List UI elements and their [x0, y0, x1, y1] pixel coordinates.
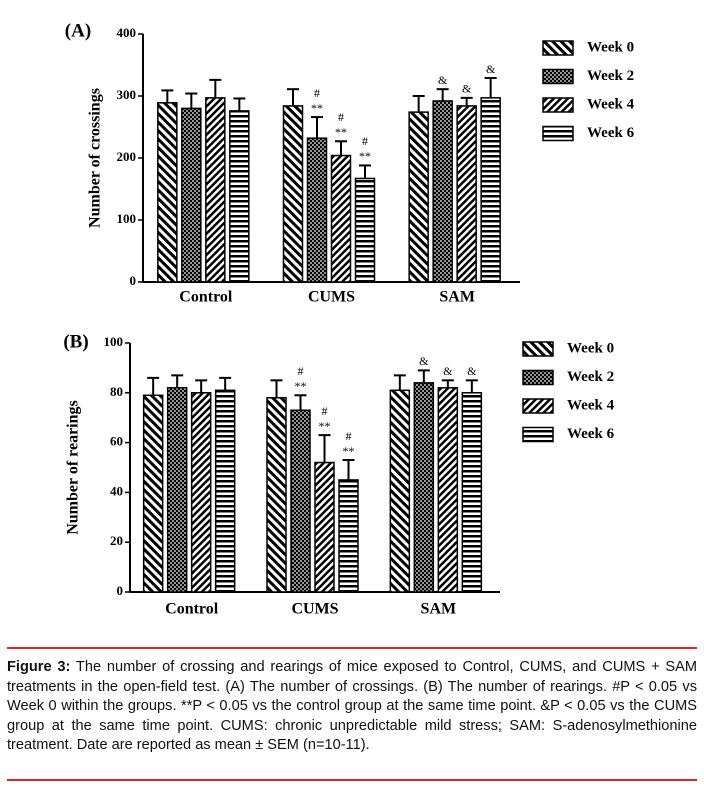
bar [205, 97, 226, 283]
annotation: # [322, 404, 328, 418]
legend-label: Week 6 [567, 426, 615, 442]
annotation: & [462, 82, 472, 96]
legend-label: Week 6 [587, 125, 635, 141]
legend-swatch [542, 40, 574, 56]
y-tick-label: 0 [117, 583, 124, 598]
legend-swatch [542, 97, 574, 113]
bar [330, 154, 352, 283]
y-tick-label: 40 [110, 483, 123, 498]
bar [229, 110, 250, 283]
y-tick-label: 100 [117, 211, 137, 226]
bar [408, 111, 429, 283]
bar [282, 105, 304, 283]
rule [7, 779, 697, 781]
annotation: # [338, 110, 344, 124]
legend-label: Week 4 [567, 397, 615, 413]
bar [389, 389, 411, 593]
bar [157, 102, 178, 283]
bar [290, 409, 311, 593]
bar [166, 387, 188, 593]
annotation: ** [319, 419, 331, 433]
annotation: & [467, 364, 477, 378]
x-tick-label: CUMS [291, 601, 338, 618]
annotation: ** [311, 101, 323, 115]
bar [456, 105, 477, 283]
annotation: ** [343, 444, 355, 458]
annotation: ** [359, 149, 371, 163]
y-tick-label: 80 [110, 384, 123, 399]
annotation: # [346, 429, 352, 443]
bar [480, 97, 501, 283]
annotation: # [314, 86, 320, 100]
annotation: ** [335, 125, 347, 139]
chart-title: (B) [63, 331, 88, 352]
x-tick-label: SAM [421, 601, 457, 618]
bar [432, 100, 453, 283]
bar [338, 479, 359, 593]
y-tick-label: 20 [110, 533, 123, 548]
legend-label: Week 2 [587, 68, 634, 84]
caption: Figure 3: The number of crossing and rea… [7, 658, 697, 756]
legend-label: Week 2 [567, 369, 614, 385]
bar [190, 392, 212, 593]
y-tick-label: 100 [104, 334, 124, 349]
bar [214, 389, 236, 593]
legend-swatch [542, 68, 574, 85]
caption-label: Figure 3: [7, 659, 71, 675]
bar [142, 394, 164, 593]
bar [437, 387, 459, 593]
x-tick-label: SAM [439, 289, 475, 306]
bar [461, 392, 483, 593]
y-tick-label: 300 [117, 87, 137, 102]
x-tick-label: Control [165, 601, 219, 618]
annotation: # [298, 364, 304, 378]
legend-label: Week 4 [587, 96, 635, 112]
bar [413, 382, 435, 593]
figure: (A)Number of crossings0100200300400Contr… [63, 20, 635, 618]
bar [266, 397, 287, 593]
annotation: & [486, 62, 496, 76]
annotation: & [438, 73, 448, 87]
y-tick-label: 60 [110, 434, 123, 449]
annotation: & [419, 354, 429, 368]
y-axis-label: Number of crossings [87, 88, 104, 228]
annotation: # [362, 134, 368, 148]
legend-swatch [522, 369, 554, 386]
legend-label: Week 0 [587, 39, 634, 55]
annotation: ** [295, 379, 307, 393]
legend-swatch [542, 125, 574, 142]
y-axis-label: Number of rearings [65, 400, 82, 535]
chart-title: (A) [65, 20, 91, 41]
bar [354, 177, 376, 283]
bar [181, 107, 202, 283]
bar [314, 461, 335, 593]
caption-text: The number of crossing and rearings of m… [7, 659, 698, 753]
y-tick-label: 400 [117, 25, 137, 40]
legend-swatch [522, 398, 554, 414]
legend-label: Week 0 [567, 340, 614, 356]
legend-swatch [522, 426, 554, 443]
legend-swatch [522, 341, 554, 357]
x-tick-label: CUMS [308, 289, 355, 306]
x-tick-label: Control [179, 289, 233, 306]
rule [7, 647, 697, 649]
y-tick-label: 0 [130, 273, 137, 288]
bar [306, 137, 328, 283]
y-tick-label: 200 [117, 149, 137, 164]
annotation: & [443, 364, 453, 378]
